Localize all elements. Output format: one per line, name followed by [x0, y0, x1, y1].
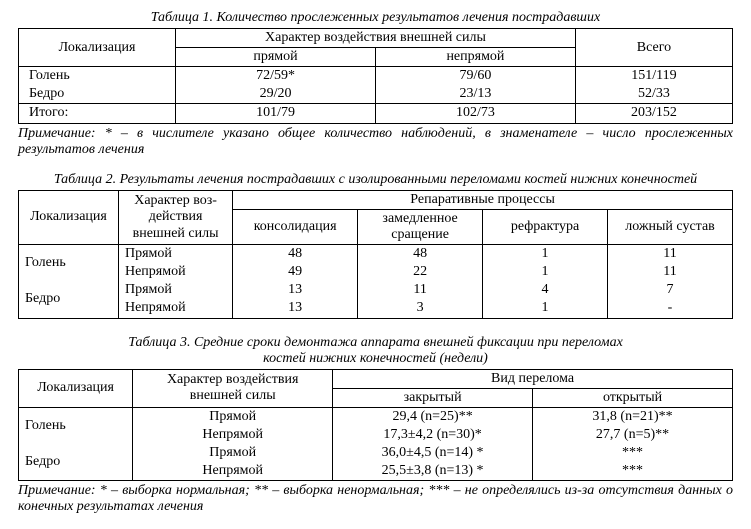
t2-cell: 3	[358, 299, 483, 318]
t2-loc: Голень	[19, 245, 119, 282]
t2-cell: -	[608, 299, 733, 318]
table3-note: Примечание: * – выборка нормальная; ** –…	[18, 483, 733, 515]
table3-title2: костей нижних конечностей (недели)	[18, 351, 733, 367]
t2-force: Непрямой	[118, 299, 232, 318]
t1-cell: 101/79	[176, 104, 376, 123]
t2-cell: 11	[358, 281, 483, 299]
t1-cell: 102/73	[375, 104, 575, 123]
table-row: Непрямой 13 3 1 -	[19, 299, 733, 318]
t3-cell: 25,5±3,8 (n=13) *	[333, 462, 533, 481]
t1-cell: 151/119	[575, 67, 732, 86]
t3-loc: Бедро	[19, 444, 133, 481]
table-row: Непрямой 49 22 1 11	[19, 263, 733, 281]
table-row: Итого: 101/79 102/73 203/152	[19, 104, 733, 123]
t1-cell: 79/60	[375, 67, 575, 86]
t1-loc: Итого:	[19, 104, 176, 123]
t1-h-force: Характер воздействия внешней силы	[176, 29, 576, 48]
t3-loc: Голень	[19, 407, 133, 444]
t2-cell: 11	[608, 245, 733, 264]
t3-h-force: Характер воздействия внешней силы	[133, 369, 333, 407]
t1-cell: 23/13	[375, 85, 575, 104]
t2-h-rep: Репаративные процессы	[233, 190, 733, 209]
t3-cell: 36,0±4,5 (n=14) *	[333, 444, 533, 462]
table1-note: Примечание: * – в числителе указано обще…	[18, 126, 733, 158]
t3-cell: 27,7 (n=5)**	[533, 426, 733, 444]
t1-h-direct: прямой	[176, 48, 376, 67]
t3-force: Прямой	[133, 407, 333, 426]
t3-cell: 31,8 (n=21)**	[533, 407, 733, 426]
t1-loc: Бедро	[19, 85, 176, 104]
t1-cell: 29/20	[176, 85, 376, 104]
table-row: Голень Прямой 48 48 1 11	[19, 245, 733, 264]
t2-cell: 11	[608, 263, 733, 281]
t3-h-closed: закрытый	[333, 388, 533, 407]
t2-h-loc: Локализация	[19, 190, 119, 244]
t2-cell: 1	[483, 299, 608, 318]
table2-title: Таблица 2. Результаты лечения пострадавш…	[18, 172, 733, 188]
t2-force: Прямой	[118, 245, 232, 264]
table-row: Бедро Прямой 36,0±4,5 (n=14) * ***	[19, 444, 733, 462]
table1-title: Таблица 1. Количество прослеженных резул…	[18, 10, 733, 26]
table-row: Бедро Прямой 13 11 4 7	[19, 281, 733, 299]
t3-cell: ***	[533, 462, 733, 481]
t2-cell: 48	[233, 245, 358, 264]
t1-h-indirect: непрямой	[375, 48, 575, 67]
t2-cell: 49	[233, 263, 358, 281]
t2-cell: 48	[358, 245, 483, 264]
t2-cell: 13	[233, 299, 358, 318]
table1: Локализация Характер воздействия внешней…	[18, 28, 733, 123]
table2: Локализация Характер воз- действия внешн…	[18, 190, 733, 319]
t2-h3: рефрактура	[483, 209, 608, 244]
t3-cell: 29,4 (n=25)**	[333, 407, 533, 426]
t3-h-loc: Локализация	[19, 369, 133, 407]
t3-force: Непрямой	[133, 462, 333, 481]
table-row: Голень Прямой 29,4 (n=25)** 31,8 (n=21)*…	[19, 407, 733, 426]
t1-h-loc: Локализация	[19, 29, 176, 67]
t2-cell: 1	[483, 263, 608, 281]
table3: Локализация Характер воздействия внешней…	[18, 369, 733, 482]
t1-h-total: Всего	[575, 29, 732, 67]
t1-cell: 52/33	[575, 85, 732, 104]
t2-h1: консолидация	[233, 209, 358, 244]
t1-cell: 72/59*	[176, 67, 376, 86]
table-row: Бедро 29/20 23/13 52/33	[19, 85, 733, 104]
t2-force: Прямой	[118, 281, 232, 299]
table-row: Голень 72/59* 79/60 151/119	[19, 67, 733, 86]
t2-force: Непрямой	[118, 263, 232, 281]
t2-cell: 7	[608, 281, 733, 299]
t3-h-open: открытый	[533, 388, 733, 407]
t2-cell: 13	[233, 281, 358, 299]
t2-h-force: Характер воз- действия внешней силы	[118, 190, 232, 244]
t1-cell: 203/152	[575, 104, 732, 123]
table3-title1: Таблица 3. Средние сроки демонтажа аппар…	[18, 335, 733, 351]
t3-force: Непрямой	[133, 426, 333, 444]
t2-cell: 22	[358, 263, 483, 281]
t3-h-kind: Вид перелома	[333, 369, 733, 388]
t3-force: Прямой	[133, 444, 333, 462]
t3-cell: ***	[533, 444, 733, 462]
t2-h4: ложный сустав	[608, 209, 733, 244]
t3-cell: 17,3±4,2 (n=30)*	[333, 426, 533, 444]
t2-cell: 1	[483, 245, 608, 264]
t2-loc: Бедро	[19, 281, 119, 318]
t2-cell: 4	[483, 281, 608, 299]
t2-h2: замедленное сращение	[358, 209, 483, 244]
t1-loc: Голень	[19, 67, 176, 86]
